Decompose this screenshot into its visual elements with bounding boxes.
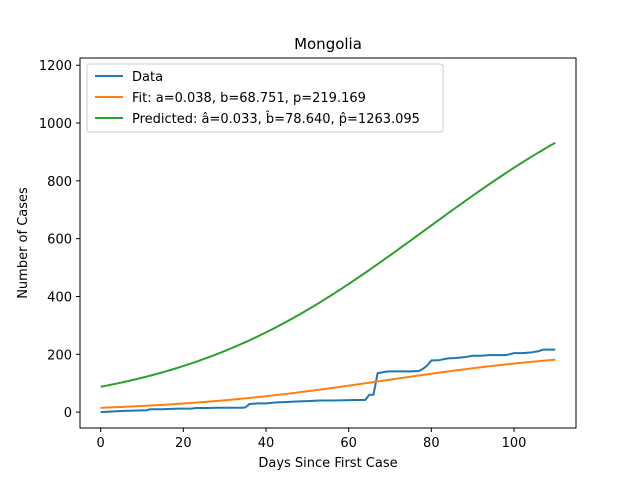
- x-axis: 0 20 40 60 80 100: [97, 428, 527, 451]
- chart-title: Mongolia: [294, 35, 362, 53]
- legend-label: Data: [132, 70, 163, 85]
- x-tick-label: 0: [97, 436, 105, 451]
- x-tick-label: 40: [258, 436, 275, 451]
- y-tick-label: 800: [47, 175, 72, 190]
- legend: Data Fit: a=0.038, b=68.751, p=219.169 Pre…: [86, 63, 444, 133]
- x-tick-label: 20: [175, 436, 192, 451]
- y-tick-label: 1200: [39, 59, 72, 74]
- y-tick-label: 600: [47, 233, 72, 248]
- y-axis: 0 200 400 600 800 1000 1200: [39, 59, 80, 421]
- y-tick-label: 400: [47, 290, 72, 305]
- series-line-1: [100, 358, 556, 409]
- legend-box: [86, 63, 444, 133]
- series-line-2: [100, 141, 556, 388]
- y-tick-label: 1000: [39, 117, 72, 132]
- x-axis-label: Days Since First Case: [258, 456, 397, 471]
- y-tick-label: 0: [64, 406, 72, 421]
- legend-label: Predicted: â=0.033, b̂=78.640, p̂=1263.0…: [132, 112, 420, 127]
- y-axis-label: Number of Cases: [16, 187, 31, 299]
- x-tick-label: 100: [502, 436, 527, 451]
- y-tick-label: 200: [47, 348, 72, 363]
- series-line-0: [100, 348, 556, 414]
- legend-label: Fit: a=0.038, b=68.751, p=219.169: [132, 91, 366, 106]
- plot-frame: [79, 57, 577, 429]
- x-tick-label: 80: [423, 436, 440, 451]
- x-tick-label: 60: [340, 436, 357, 451]
